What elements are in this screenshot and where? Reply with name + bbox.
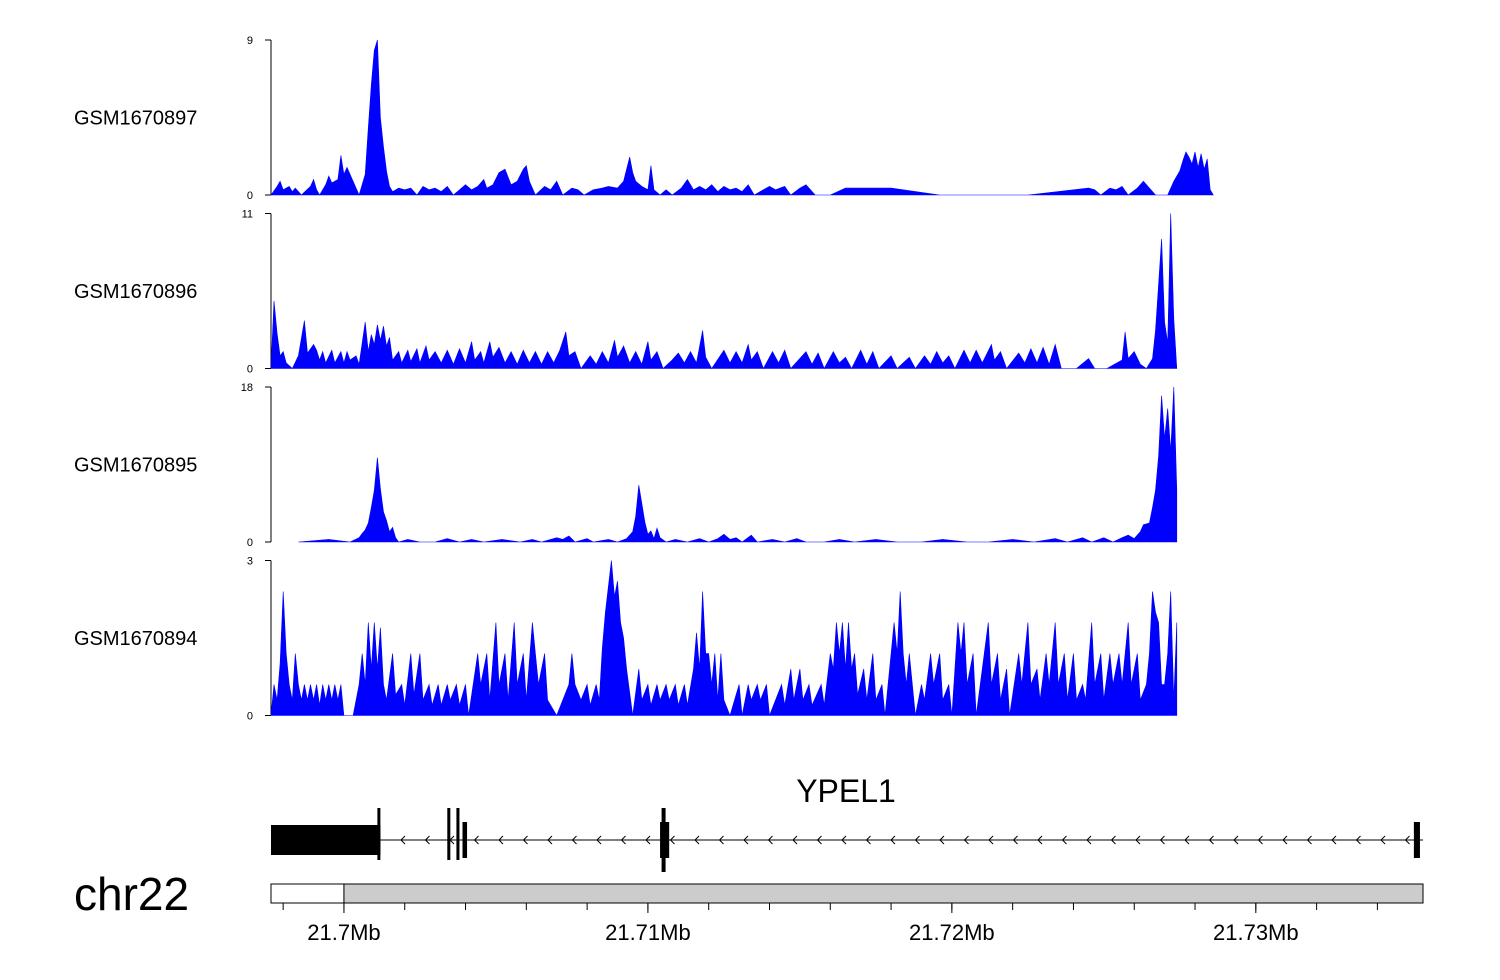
strand-arrow bbox=[743, 835, 749, 845]
strand-arrow bbox=[596, 835, 602, 845]
exon bbox=[456, 808, 460, 860]
strand-arrow bbox=[1380, 835, 1386, 845]
y-tick-label-max: 3 bbox=[247, 556, 253, 568]
strand-arrow bbox=[547, 835, 553, 845]
track-label: GSM1670896 bbox=[74, 281, 197, 303]
y-tick-label-max: 9 bbox=[247, 35, 253, 47]
y-tick-label-zero: 0 bbox=[247, 537, 253, 549]
track-GSM1670896: GSM1670896 11 0 bbox=[74, 209, 1178, 376]
exon bbox=[271, 825, 381, 855]
strand-arrow bbox=[767, 835, 773, 845]
strand-arrow bbox=[1061, 835, 1067, 845]
strand-arrow bbox=[522, 835, 528, 845]
strand-arrow bbox=[1355, 835, 1361, 845]
strand-arrow bbox=[424, 835, 430, 845]
strand-arrow bbox=[1037, 835, 1043, 845]
coverage-area bbox=[270, 213, 1178, 370]
strand-arrow bbox=[988, 835, 994, 845]
strand-arrow bbox=[669, 835, 675, 845]
exon bbox=[1413, 822, 1420, 858]
chromosome-ideogram: chr22 bbox=[74, 868, 1424, 920]
chromosome-label: chr22 bbox=[74, 868, 189, 920]
strand-arrow bbox=[841, 835, 847, 845]
strand-arrow bbox=[1012, 835, 1018, 845]
strand-arrow bbox=[890, 835, 896, 845]
strand-arrow bbox=[1306, 835, 1312, 845]
strand-arrow bbox=[1331, 835, 1337, 845]
x-tick-label: 21.72Mb bbox=[909, 920, 995, 945]
genomic-axis: 21.7Mb 21.71Mb 21.72Mb 21.73Mb bbox=[271, 902, 1423, 945]
strand-arrow bbox=[1135, 835, 1141, 845]
strand-arrow bbox=[694, 835, 700, 845]
strand-arrow bbox=[498, 835, 504, 845]
y-tick-label-max: 18 bbox=[241, 382, 253, 394]
strand-arrow bbox=[400, 835, 406, 845]
strand-arrow bbox=[473, 835, 479, 845]
y-tick-label-zero: 0 bbox=[247, 711, 253, 723]
strand-arrow bbox=[963, 835, 969, 845]
strand-arrow bbox=[939, 835, 945, 845]
strand-arrow bbox=[718, 835, 724, 845]
strand-arrow bbox=[914, 835, 920, 845]
strand-arrow bbox=[1184, 835, 1190, 845]
coverage-area bbox=[270, 560, 1178, 717]
strand-arrow bbox=[865, 835, 871, 845]
track-GSM1670894: GSM1670894 3 0 bbox=[74, 556, 1178, 723]
ideogram-white-band bbox=[270, 883, 345, 904]
gene-track: YPEL1 bbox=[271, 773, 1423, 872]
exon-boundary bbox=[661, 808, 666, 872]
strand-arrow bbox=[816, 835, 822, 845]
exon-boundary bbox=[377, 808, 381, 860]
y-tick-label-zero: 0 bbox=[247, 364, 253, 376]
strand-arrow bbox=[1110, 835, 1116, 845]
track-label: GSM1670895 bbox=[74, 455, 197, 477]
gene-model bbox=[271, 808, 1423, 872]
track-label: GSM1670894 bbox=[74, 628, 197, 650]
strand-arrow bbox=[620, 835, 626, 845]
strand-arrow bbox=[1159, 835, 1165, 845]
strand-arrow bbox=[792, 835, 798, 845]
exon bbox=[447, 808, 451, 860]
track-GSM1670895: GSM1670895 18 0 bbox=[74, 382, 1178, 549]
strand-arrow bbox=[1208, 835, 1214, 845]
strand-arrow bbox=[1086, 835, 1092, 845]
strand-arrow bbox=[645, 835, 651, 845]
x-tick-label: 21.7Mb bbox=[307, 920, 380, 945]
x-tick-label: 21.73Mb bbox=[1213, 920, 1299, 945]
gene-name: YPEL1 bbox=[796, 773, 896, 809]
strand-arrow bbox=[1282, 835, 1288, 845]
strand-arrow bbox=[1233, 835, 1239, 845]
coverage-area bbox=[270, 39, 1214, 196]
x-tick-label: 21.71Mb bbox=[605, 920, 691, 945]
coverage-area bbox=[298, 386, 1178, 543]
strand-arrow bbox=[1257, 835, 1263, 845]
y-tick-label-zero: 0 bbox=[247, 190, 253, 202]
track-GSM1670897: GSM1670897 9 0 bbox=[74, 35, 1214, 202]
strand-arrow bbox=[1404, 835, 1410, 845]
track-label: GSM1670897 bbox=[74, 108, 197, 130]
strand-arrow bbox=[571, 835, 577, 845]
data-tracks: GSM167089790GSM1670896110GSM1670895180GS… bbox=[74, 35, 1214, 723]
y-tick-label-max: 11 bbox=[242, 209, 253, 221]
ideogram-gray-band bbox=[343, 883, 1424, 904]
exon bbox=[462, 822, 468, 858]
